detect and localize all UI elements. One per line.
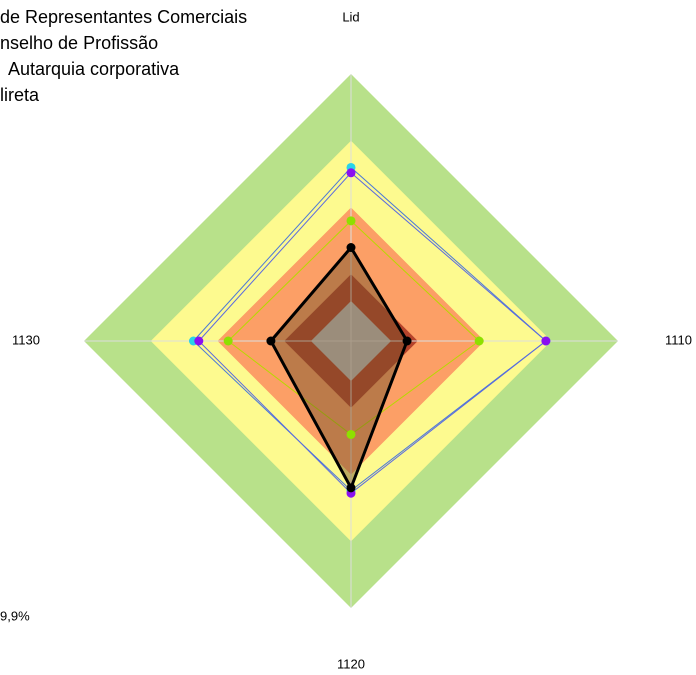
series-point [223,336,233,346]
series-point [402,336,412,346]
series-point [474,336,484,346]
series-point [266,336,276,346]
axis-label: 1120 [337,656,365,671]
series-point [194,336,204,346]
axis-label: Lid [342,9,359,24]
series-point [346,429,356,439]
legend-label: de Representantes Comerciais [0,7,247,27]
series-point [346,216,356,226]
legend-label: Autarquia corporativa [8,59,180,79]
legend-label: nselho de Profissão [0,33,158,53]
series-point [346,168,356,178]
series-point [346,483,356,493]
legend-label: lireta [0,85,40,105]
series-point [346,243,356,253]
series-point [541,336,551,346]
axis-label: 1110 [665,332,692,347]
annotation: 9,9% [0,608,30,623]
axis-label: 1130 [12,332,40,347]
